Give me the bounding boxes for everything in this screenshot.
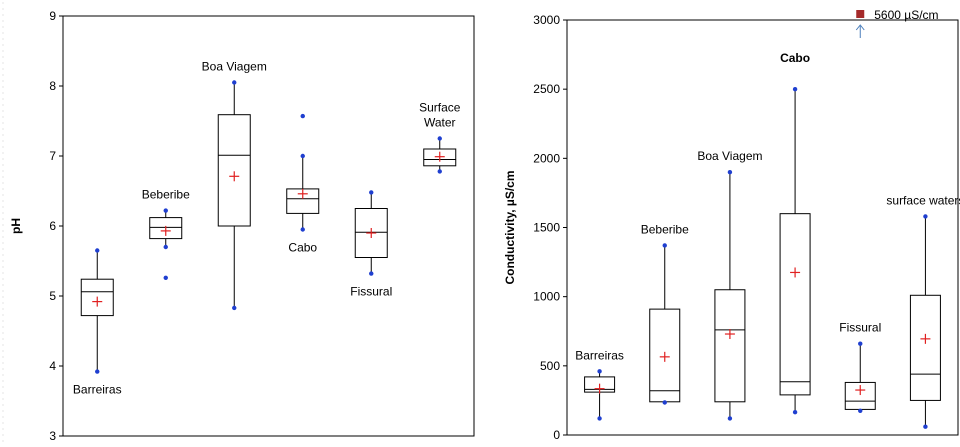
plot-frame: [566, 19, 959, 436]
ph-boxplot-chart: 3 4 5 6 7 8 9 pH Barreiras Beberibe Boa Viagem Cabo…: [9, 9, 475, 443]
group-label: Surface Water: [419, 101, 461, 130]
group-label-line: Boa Viagem: [202, 60, 267, 74]
y-tick-label: 3: [49, 429, 56, 442]
y-tick-label: 7: [49, 149, 56, 163]
y-tick-label: 1500: [533, 221, 560, 235]
max-point: [163, 208, 168, 213]
extreme-point-marker: [856, 10, 865, 18]
min-point: [727, 416, 733, 421]
y-tick-label: 2000: [533, 151, 560, 165]
min-point: [662, 400, 667, 405]
max-point: [923, 214, 928, 219]
min-point: [923, 424, 928, 429]
box-iqr: [354, 208, 388, 258]
group-label: Cabo: [780, 51, 810, 65]
outlier-point: [163, 275, 168, 280]
max-point: [369, 190, 374, 195]
group-label: Barreiras: [575, 348, 624, 362]
extreme-point-label: 5600 µS/cm: [874, 8, 938, 22]
group-label: Beberibe: [142, 188, 190, 202]
conductivity-boxplot-chart: 0 500 1000 1500 2000 2500 3000 Conductivity, µS…: [503, 8, 960, 442]
extreme-arrow-head: [855, 24, 865, 31]
conductivity-boxplot-panel: 0 500 1000 1500 2000 2500 3000 Conductivity, µS…: [480, 0, 960, 442]
group-label-line: Cabo: [780, 51, 810, 65]
max-point: [300, 153, 305, 159]
min-point: [437, 169, 442, 174]
min-point: [597, 416, 602, 421]
group-label: Barreiras: [73, 383, 122, 397]
y-tick-label: 3000: [533, 13, 560, 27]
group-label-line: Cabo: [288, 241, 317, 255]
min-point: [792, 409, 798, 415]
group-label-line: Water: [424, 116, 456, 130]
y-tick-label: 6: [49, 219, 56, 233]
max-point: [792, 86, 798, 92]
group-label-line: Boa Viagem: [697, 149, 762, 163]
box-iqr: [80, 278, 114, 317]
y-tick-label: 9: [49, 9, 56, 23]
group-label: Cabo: [288, 241, 317, 255]
y-tick-label: 2500: [533, 82, 560, 96]
min-point: [163, 244, 168, 250]
max-point: [232, 80, 237, 85]
max-point: [597, 369, 602, 374]
box-iqr: [217, 114, 251, 227]
group-label-line: Barreiras: [73, 383, 122, 397]
group-label: Beberibe: [641, 222, 689, 236]
group-label-line: Surface: [419, 101, 461, 115]
y-tick-label: 5: [49, 289, 56, 303]
max-point: [95, 248, 100, 253]
box-iqr: [844, 381, 876, 410]
min-point: [95, 369, 100, 374]
plot-frame: [62, 15, 475, 437]
y-tick-label: 500: [540, 359, 560, 373]
group-label-line: surface waters: [886, 193, 960, 207]
y-axis-title: pH: [9, 218, 23, 234]
min-point: [232, 305, 237, 311]
group-label-line: Beberibe: [142, 188, 190, 202]
min-point: [369, 271, 374, 276]
group-label-line: Fissural: [350, 285, 392, 299]
max-point: [662, 243, 667, 248]
y-axis-title: Conductivity, µS/cm: [503, 170, 517, 284]
group-label-line: Beberibe: [641, 222, 689, 236]
min-point: [858, 408, 863, 413]
y-tick-label: 8: [49, 79, 56, 93]
group-label: Boa Viagem: [697, 149, 762, 163]
max-point: [437, 136, 442, 141]
ph-boxplot-panel: 3 4 5 6 7 8 9 pH Barreiras Beberibe Boa Viagem Cabo…: [0, 0, 480, 443]
group-label: Boa Viagem: [202, 60, 267, 74]
min-point: [300, 227, 305, 232]
max-point: [727, 169, 733, 175]
max-point: [858, 341, 863, 346]
box-iqr: [909, 294, 941, 401]
group-label-line: Barreiras: [575, 348, 624, 362]
group-label: Fissural: [350, 285, 392, 299]
group-label: Fissural: [839, 321, 881, 335]
group-label: surface waters: [886, 193, 960, 207]
box-iqr: [779, 213, 811, 396]
y-tick-label: 4: [49, 359, 56, 373]
group-label-line: Fissural: [839, 321, 881, 335]
y-tick-label: 1000: [533, 290, 560, 304]
box-iqr: [714, 289, 746, 403]
decorative-dot-border: [0, 0, 6, 442]
y-tick-label: 0: [553, 428, 560, 442]
outlier-point: [300, 113, 305, 119]
